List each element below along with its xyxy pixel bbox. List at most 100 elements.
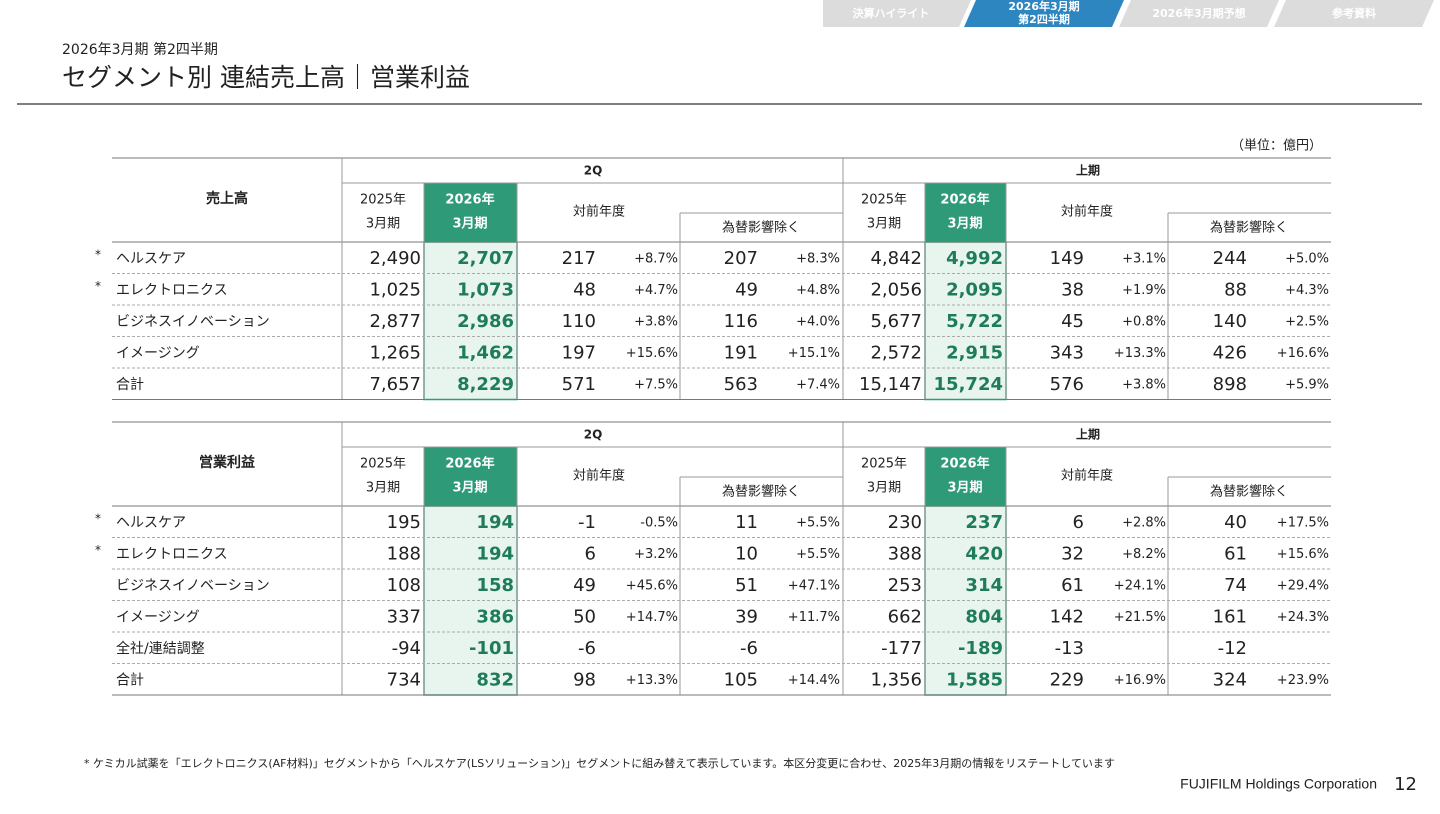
value: 142: [1050, 606, 1084, 627]
percent-value: +3.1%: [1122, 251, 1166, 266]
value: 6: [1073, 512, 1084, 533]
value: 324: [1213, 669, 1247, 690]
percent-value: +4.7%: [634, 283, 678, 298]
footnote: * ケミカル試薬を「エレクトロニクス(AF材料)」セグメントから「ヘルスケア(L…: [84, 756, 1115, 770]
value: 191: [724, 342, 758, 363]
value: 7,657: [369, 374, 421, 395]
current-value: 386: [476, 606, 514, 627]
period-header: 2Q: [584, 428, 603, 442]
value: 105: [724, 669, 758, 690]
value: 571: [562, 374, 596, 395]
value: 140: [1213, 311, 1247, 332]
current-value: 2,095: [946, 279, 1003, 300]
nav-tab[interactable]: [1274, 0, 1434, 27]
nav-tab-label: 参考資料: [1332, 6, 1376, 20]
value: 61: [1224, 543, 1247, 564]
curr-year-header: 2026年: [445, 192, 494, 208]
current-value: 804: [965, 606, 1003, 627]
value: 388: [888, 543, 922, 564]
fx-header: 為替影響除く: [1210, 220, 1288, 236]
current-value: 194: [476, 543, 514, 564]
value: 1,265: [369, 342, 421, 363]
row-label: ヘルスケア: [116, 515, 186, 531]
highlight-header: [424, 183, 517, 242]
prev-year-header: 2025年: [360, 457, 406, 472]
nav-tab-label: 2026年3月期予想: [1152, 6, 1245, 20]
value: 2,572: [870, 342, 922, 363]
percent-value: +13.3%: [626, 673, 678, 688]
value: 188: [387, 543, 421, 564]
value: 337: [387, 606, 421, 627]
value: 110: [562, 311, 596, 332]
row-mark: *: [95, 247, 101, 261]
percent-value: +2.8%: [1122, 515, 1166, 530]
curr-year-header: 2026年: [445, 456, 494, 472]
value: 2,490: [369, 248, 421, 269]
curr-year-header: 3月期: [452, 217, 487, 232]
current-value: 4,992: [946, 248, 1003, 269]
current-value: 832: [476, 669, 514, 690]
value: 50: [573, 606, 596, 627]
value: 15,147: [859, 374, 922, 395]
value: 161: [1213, 606, 1247, 627]
row-label: エレクトロニクス: [116, 546, 228, 562]
prev-year-header: 2025年: [861, 193, 907, 208]
percent-value: +8.3%: [796, 251, 840, 266]
value: 197: [562, 342, 596, 363]
table-heading: 営業利益: [199, 454, 255, 471]
row-label: イメージング: [116, 609, 200, 625]
highlight-header: [925, 447, 1006, 506]
title: セグメント別 連結売上高｜営業利益: [62, 63, 470, 92]
value: 45: [1061, 311, 1084, 332]
yoy-header: 対前年度: [1061, 204, 1113, 220]
highlight-header: [925, 183, 1006, 242]
percent-value: +5.0%: [1285, 251, 1329, 266]
current-value: 2,915: [946, 342, 1003, 363]
value: 74: [1224, 575, 1247, 596]
nav-tab[interactable]: [964, 0, 1124, 27]
nav-tab[interactable]: [823, 0, 971, 27]
current-value: 2,707: [457, 248, 514, 269]
prev-year-header: 2025年: [360, 193, 406, 208]
current-value: 1,585: [946, 669, 1003, 690]
curr-year-header: 3月期: [947, 481, 982, 496]
percent-value: +14.4%: [788, 673, 840, 688]
percent-value: +24.3%: [1277, 610, 1329, 625]
value: 576: [1050, 374, 1084, 395]
current-value: 314: [965, 575, 1003, 596]
percent-value: +21.5%: [1114, 610, 1166, 625]
percent-value: +17.5%: [1277, 515, 1329, 530]
value: 98: [573, 669, 596, 690]
percent-value: +4.8%: [796, 283, 840, 298]
percent-value: +3.8%: [634, 314, 678, 329]
page-number: 12: [1394, 774, 1417, 795]
value: 40: [1224, 512, 1247, 533]
value: 230: [888, 512, 922, 533]
percent-value: +4.0%: [796, 314, 840, 329]
row-mark: *: [95, 511, 101, 525]
current-value: 1,462: [457, 342, 514, 363]
current-value: 1,073: [457, 279, 514, 300]
value: -1: [578, 512, 596, 533]
prev-year-header: 3月期: [867, 481, 901, 496]
percent-value: +1.9%: [1122, 283, 1166, 298]
value: 898: [1213, 374, 1247, 395]
row-label: 合計: [116, 377, 144, 393]
row-label: ビジネスイノベーション: [116, 578, 270, 594]
percent-value: +8.7%: [634, 251, 678, 266]
value: -13: [1055, 638, 1084, 659]
percent-value: +2.5%: [1285, 314, 1329, 329]
percent-value: +29.4%: [1277, 578, 1329, 593]
value: -6: [740, 638, 758, 659]
percent-value: +15.6%: [626, 346, 678, 361]
row-label: 全社/連結調整: [116, 640, 205, 657]
percent-value: +3.2%: [634, 547, 678, 562]
percent-value: +47.1%: [788, 578, 840, 593]
prev-year-header: 3月期: [366, 217, 400, 232]
current-value: 8,229: [457, 374, 514, 395]
row-mark: *: [95, 543, 101, 557]
yoy-header: 対前年度: [573, 468, 625, 484]
value: 426: [1213, 342, 1247, 363]
nav-tab[interactable]: [1119, 0, 1279, 27]
